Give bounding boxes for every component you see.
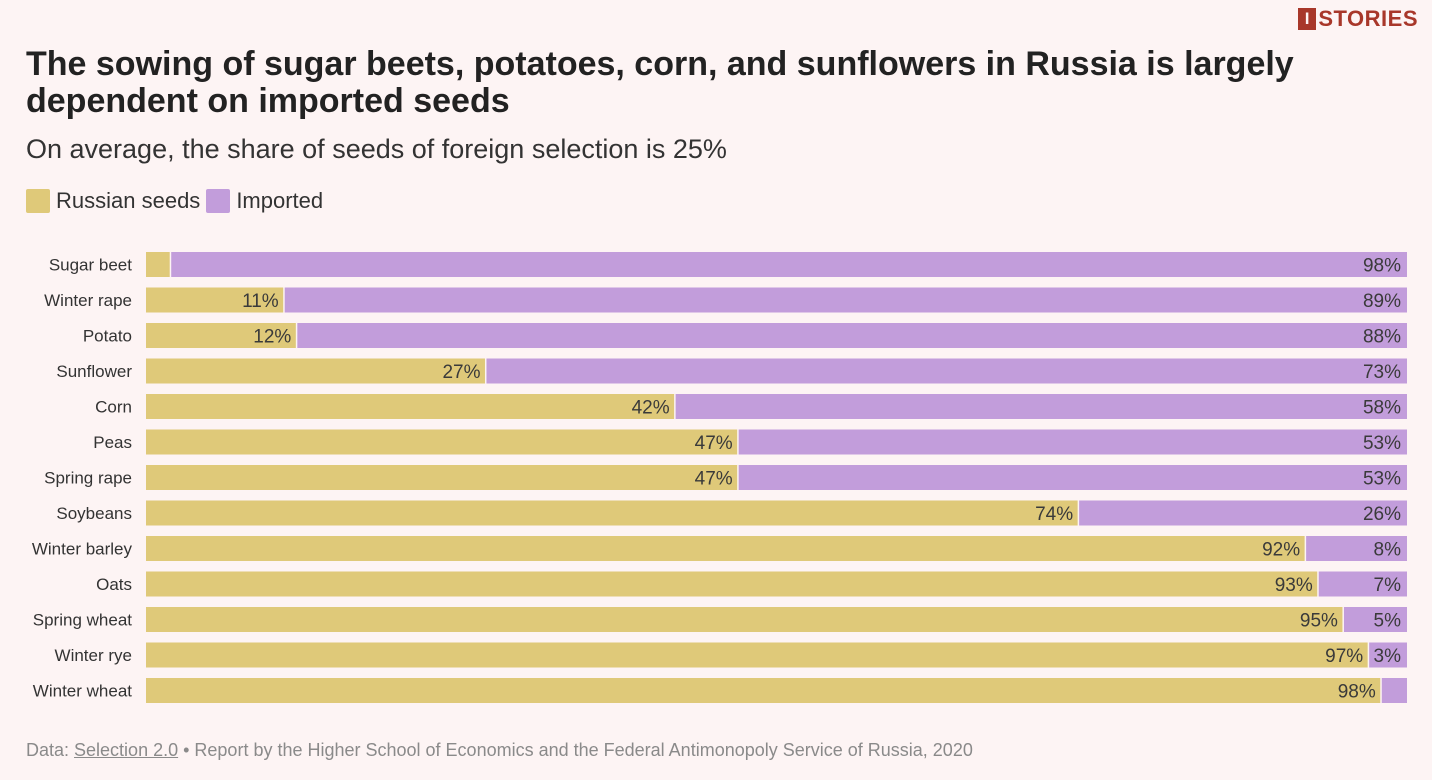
brand-name: STORIES: [1318, 6, 1418, 31]
category-label: Spring rape: [44, 469, 132, 488]
value-label-russian: 93%: [1275, 575, 1313, 596]
value-label-russian: 42%: [632, 398, 670, 419]
value-label-imported: 58%: [1363, 398, 1401, 419]
bar-russian: [146, 678, 1381, 703]
value-label-russian: 95%: [1300, 611, 1338, 632]
legend-item-russian: Russian seeds: [26, 188, 200, 214]
bar-russian: [146, 571, 1318, 597]
value-label-russian: 27%: [442, 362, 480, 383]
chart-title: The sowing of sugar beets, potatoes, cor…: [26, 45, 1294, 120]
legend-swatch-imported: [206, 189, 231, 213]
bar-imported: [1381, 678, 1407, 703]
value-label-russian: 74%: [1035, 504, 1073, 525]
category-label: Oats: [96, 575, 132, 594]
bar-imported: [284, 287, 1408, 313]
chart-subtitle: On average, the share of seeds of foreig…: [26, 134, 727, 164]
value-label-imported: 98%: [1363, 256, 1401, 277]
bar-imported: [1343, 607, 1407, 632]
source-note: Data: Selection 2.0 • Report by the High…: [26, 740, 973, 761]
value-label-imported: 26%: [1363, 504, 1401, 525]
legend: Russian seeds Imported: [26, 188, 323, 214]
legend-label-imported: Imported: [236, 188, 324, 213]
bar-russian: [146, 536, 1305, 561]
value-label-russian: 47%: [695, 469, 733, 490]
bar-russian: [146, 429, 738, 455]
bar-imported: [738, 465, 1407, 490]
bar-imported: [171, 252, 1408, 277]
value-label-russian: 98%: [1338, 682, 1376, 703]
bar-imported: [738, 429, 1407, 455]
bar-chart: Sugar beet 98% Winter rape 11% 89% Potato 12% 8…: [32, 252, 1408, 703]
value-label-russian: 12%: [253, 327, 291, 348]
value-label-imported: 3%: [1374, 646, 1402, 667]
value-label-russian: 97%: [1325, 646, 1363, 667]
value-label-imported: 7%: [1374, 575, 1402, 596]
bar-imported: [1318, 571, 1407, 597]
category-label: Winter barley: [32, 540, 133, 559]
bar-russian: [146, 465, 738, 490]
value-label-russian: 47%: [695, 433, 733, 454]
value-label-imported: 8%: [1374, 540, 1402, 561]
value-label-imported: 88%: [1363, 327, 1401, 348]
bar-imported: [486, 358, 1408, 384]
value-label-imported: 73%: [1363, 362, 1401, 383]
category-label: Winter rape: [44, 291, 132, 310]
category-label: Sugar beet: [49, 256, 132, 275]
value-label-russian: 92%: [1262, 540, 1300, 561]
source-rest: • Report by the Higher School of Economi…: [178, 740, 973, 760]
source-prefix: Data:: [26, 740, 75, 760]
bar-russian: [146, 358, 485, 384]
value-label-imported: 89%: [1363, 291, 1401, 312]
category-label: Winter wheat: [33, 682, 132, 701]
legend-label-russian: Russian seeds: [56, 188, 201, 213]
category-label: Winter rye: [55, 646, 132, 665]
value-label-imported: 5%: [1374, 611, 1402, 632]
value-label-imported: 53%: [1363, 469, 1401, 490]
value-label-russian: 11%: [242, 291, 279, 312]
value-label-imported: 53%: [1363, 433, 1401, 454]
bar-imported: [1079, 500, 1407, 526]
category-label: Soybeans: [56, 504, 132, 523]
bar-russian: [146, 500, 1078, 526]
bar-russian: [146, 607, 1343, 632]
category-label: Sunflower: [56, 362, 132, 381]
bar-russian: [146, 323, 296, 348]
bar-russian: [146, 252, 170, 277]
bar-imported: [675, 394, 1407, 419]
category-label: Potato: [83, 327, 132, 346]
bar-russian: [146, 394, 675, 419]
bar-imported: [297, 323, 1407, 348]
category-label: Peas: [93, 433, 132, 452]
bar-imported: [1306, 536, 1407, 561]
bar-russian: [146, 287, 284, 313]
legend-swatch-russian: [26, 189, 50, 213]
category-label: Spring wheat: [33, 611, 133, 630]
bar-imported: [1369, 642, 1407, 668]
brand-logo: I STORIES: [1298, 6, 1418, 32]
brand-mark: I: [1298, 8, 1317, 30]
bar-russian: [146, 642, 1368, 668]
category-label: Corn: [95, 398, 132, 417]
legend-item-imported: Imported: [206, 188, 323, 214]
source-link[interactable]: Selection 2.0: [74, 740, 179, 760]
